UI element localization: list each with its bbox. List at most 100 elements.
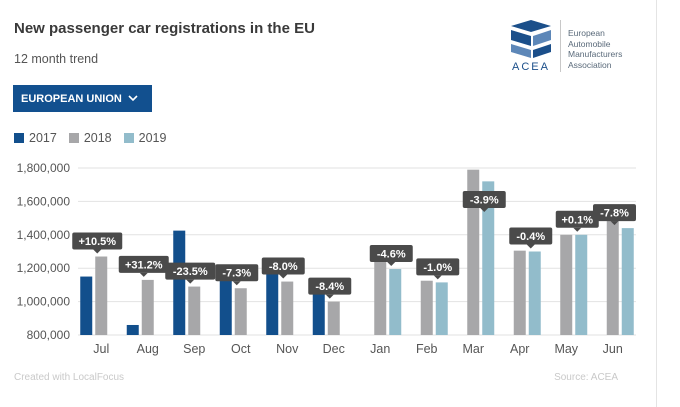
acea-logo-mark-icon <box>511 20 551 58</box>
bar-2018-aug <box>141 279 154 335</box>
change-label-pointer <box>573 227 582 232</box>
bar-2018-dec <box>327 301 340 335</box>
acea-logo-wordmark: ACEA <box>512 61 550 73</box>
change-label: -0.4% <box>516 231 545 243</box>
change-label: -8.4% <box>315 281 344 293</box>
chart-title: New passenger car registrations in the E… <box>14 20 315 37</box>
change-label-pointer <box>610 221 619 226</box>
change-label: +31.2% <box>125 259 163 271</box>
change-label-pointer <box>139 272 148 277</box>
legend-label: 2018 <box>83 131 112 145</box>
change-label-box <box>165 262 216 280</box>
x-tick-label: May <box>554 342 578 356</box>
legend-swatch <box>123 133 134 143</box>
bar-2017-nov <box>266 265 279 335</box>
x-tick-label: Dec <box>323 342 345 356</box>
change-label-pointer <box>232 281 241 286</box>
logo-line: Association <box>568 59 612 70</box>
bar-2019-jun <box>621 228 634 335</box>
change-label-box <box>462 191 506 209</box>
x-tick-label: Aug <box>137 342 159 356</box>
legend-swatch <box>14 133 24 143</box>
x-tick-label: Apr <box>510 342 529 356</box>
change-label-pointer <box>433 275 442 280</box>
change-label-pointer <box>325 294 334 299</box>
acea-logo-text: European Automobile Manufacturers Associ… <box>568 28 622 70</box>
change-label-pointer <box>93 249 102 254</box>
change-label: -3.9% <box>470 195 499 207</box>
change-label-pointer <box>186 279 195 284</box>
chart-card: New passenger car registrations in the E… <box>13 0 657 407</box>
y-tick-label: 1,200,000 <box>17 261 71 275</box>
change-label-box <box>509 227 553 245</box>
bar-2017-jul <box>80 276 93 335</box>
bar-2019-feb <box>435 282 448 335</box>
logo-line: Manufacturers <box>568 49 623 59</box>
footer-credit: Created with LocalFocus <box>14 372 125 383</box>
y-tick-label: 1,800,000 <box>17 161 71 175</box>
x-tick-label: Oct <box>231 342 251 356</box>
change-label-box <box>261 257 305 275</box>
change-label-box <box>555 210 599 228</box>
y-tick-label: 1,000,000 <box>17 295 71 309</box>
x-tick-label: Mar <box>462 342 484 356</box>
footer-source: Source: ACEA <box>554 372 618 383</box>
bar-2018-may <box>560 234 573 335</box>
legend-item-2017[interactable]: 2017 <box>14 131 57 145</box>
legend-swatch <box>68 133 79 143</box>
bar-2017-sep <box>173 230 186 335</box>
bar-chart: 800,000 1,000,000 1,200,000 1,400,000 1,600,… <box>17 161 636 356</box>
bar-2018-jun <box>606 208 619 335</box>
bar-2019-jan <box>389 269 402 335</box>
change-label-pointer <box>387 262 396 267</box>
change-label: -1.0% <box>423 262 452 274</box>
change-label: -7.8% <box>600 208 629 220</box>
change-label-pointer <box>480 208 489 213</box>
bar-2018-jul <box>95 256 108 335</box>
x-tick-label: Sep <box>183 342 205 356</box>
x-tick-label: Jan <box>370 342 390 356</box>
y-tick-label: 1,600,000 <box>17 194 71 208</box>
change-label-pointer <box>279 274 288 279</box>
legend-item-2019[interactable]: 2019 <box>123 131 167 145</box>
acea-logo: ACEA European Automobile Manufacturers A… <box>507 18 647 78</box>
chart-subtitle: 12 month trend <box>14 52 99 66</box>
bar-2017-aug <box>126 324 139 335</box>
bar-2018-sep <box>188 286 201 335</box>
bar-2019-apr <box>528 251 541 335</box>
chevron-down-icon <box>128 93 138 105</box>
change-label: +10.5% <box>78 236 116 248</box>
bar-2018-mar <box>467 169 480 335</box>
bar-2018-jan <box>374 259 387 335</box>
change-label-box <box>369 245 413 263</box>
bar-2017-oct <box>219 272 232 335</box>
change-label-box <box>72 232 123 250</box>
change-label-box <box>416 258 460 276</box>
change-label-pointer <box>526 244 535 249</box>
legend-label: 2017 <box>29 131 57 145</box>
x-tick-label: Nov <box>276 342 299 356</box>
legend-label: 2019 <box>138 131 167 145</box>
bar-2017-dec <box>312 286 325 335</box>
change-label: -7.3% <box>222 268 251 280</box>
y-tick-label: 800,000 <box>27 328 71 342</box>
x-tick-label: Feb <box>416 342 438 356</box>
logo-line: European <box>568 28 605 38</box>
change-label: -4.6% <box>377 249 406 261</box>
x-tick-label: Jul <box>93 342 109 356</box>
bar-2019-mar <box>482 181 495 335</box>
change-label-box <box>118 255 169 273</box>
legend-item-2018[interactable]: 2018 <box>68 131 112 145</box>
logo-line: Automobile <box>568 38 611 49</box>
change-label: -23.5% <box>173 266 208 278</box>
region-dropdown[interactable]: EUROPEAN UNION <box>13 85 152 112</box>
bar-2018-oct <box>234 288 247 335</box>
bar-2018-apr <box>513 250 526 335</box>
change-label: -8.0% <box>269 261 298 273</box>
region-dropdown-label: EUROPEAN UNION <box>21 92 122 105</box>
logo-divider <box>560 20 561 72</box>
x-tick-label: Jun <box>603 342 623 356</box>
y-tick-label: 1,400,000 <box>17 228 71 242</box>
bar-2019-may <box>575 234 588 335</box>
change-label: +0.1% <box>562 214 594 226</box>
